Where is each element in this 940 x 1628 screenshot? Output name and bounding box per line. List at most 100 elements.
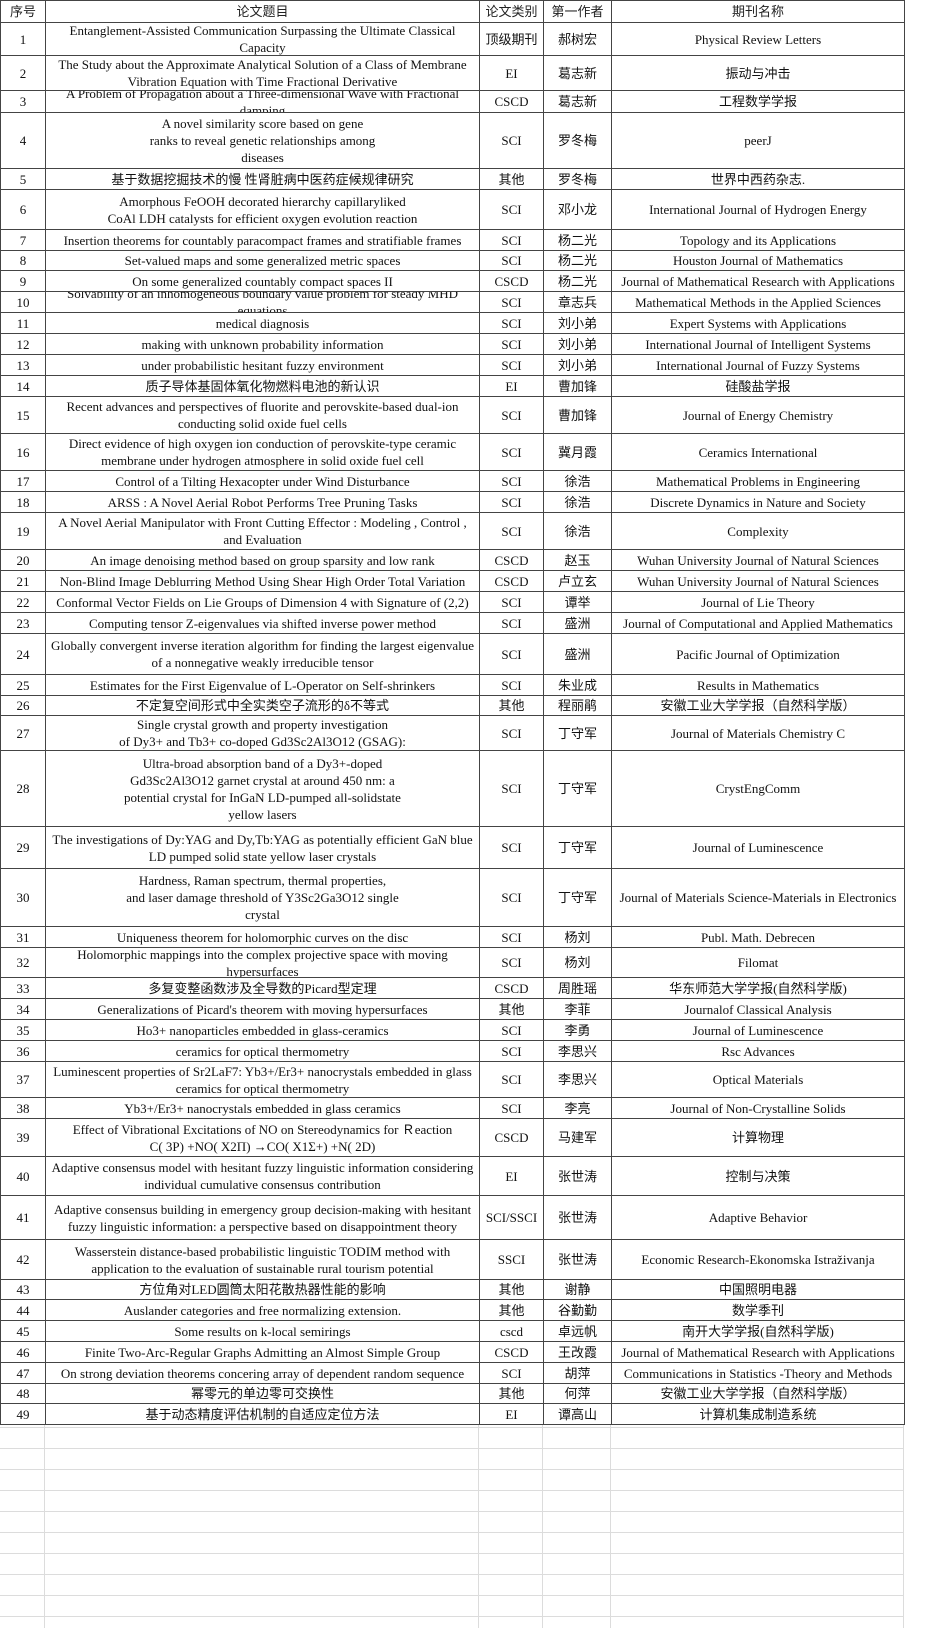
journal-name: 数学季刊: [611, 1299, 905, 1321]
paper-category: SCI: [479, 333, 544, 355]
journal-name: Wuhan University Journal of Natural Scie…: [611, 549, 905, 571]
paper-category: CSCD: [479, 1118, 544, 1157]
table-row: 29 The investigations of Dy:YAG and Dy,Tb…: [0, 826, 905, 869]
serial-number: 49: [0, 1403, 46, 1425]
first-author: 丁守军: [543, 826, 612, 869]
table-row: 34 Generalizations of Picard's theorem wi…: [0, 998, 905, 1020]
serial-number: 16: [0, 433, 46, 471]
first-author: 马建军: [543, 1118, 612, 1157]
table-row: 39 Effect of Vibrational Excitations of N…: [0, 1118, 905, 1157]
first-author: 丁守军: [543, 868, 612, 927]
paper-category: SSCI: [479, 1239, 544, 1280]
journal-name: Journal of Mathematical Research with Ap…: [611, 1341, 905, 1363]
first-author: 盛洲: [543, 612, 612, 634]
table-row: 12 making with unknown probability inform…: [0, 333, 905, 355]
first-author: 罗冬梅: [543, 168, 612, 190]
serial-number: 3: [0, 90, 46, 113]
serial-number: 12: [0, 333, 46, 355]
journal-name: Optical Materials: [611, 1061, 905, 1098]
first-author: 徐浩: [543, 491, 612, 513]
serial-number: 48: [0, 1383, 46, 1404]
serial-number: 45: [0, 1320, 46, 1342]
journal-name: Journal of Mathematical Research with Ap…: [611, 270, 905, 292]
serial-number: 34: [0, 998, 46, 1020]
journal-name: 计算机集成制造系统: [611, 1403, 905, 1425]
first-author: 邓小龙: [543, 189, 612, 230]
first-author: 李菲: [543, 998, 612, 1020]
first-author: 丁守军: [543, 750, 612, 827]
table-row: 5 基于数据挖掘技术的慢 性肾脏病中医药症候规律研究 其他 罗冬梅 世界中西药杂志.: [0, 168, 905, 190]
first-author: 李思兴: [543, 1040, 612, 1062]
journal-name: Journal of Energy Chemistry: [611, 396, 905, 434]
first-author: 谭高山: [543, 1403, 612, 1425]
first-author: 王改霞: [543, 1341, 612, 1363]
journal-name: Pacific Journal of Optimization: [611, 633, 905, 675]
journal-name: Journal of Luminescence: [611, 826, 905, 869]
paper-title: making with unknown probability informat…: [45, 333, 480, 355]
first-author: 曹加锋: [543, 375, 612, 397]
paper-table: 序号 论文题目 论文类别 第一作者 期刊名称 1 Entanglement-Assisted…: [0, 0, 905, 1425]
paper-title: Set-valued maps and some generalized met…: [45, 250, 480, 271]
journal-name: 控制与决策: [611, 1156, 905, 1196]
journal-name: 安徽工业大学学报（自然科学版）: [611, 695, 905, 716]
journal-name: Journal of Luminescence: [611, 1019, 905, 1041]
first-author: 张世涛: [543, 1239, 612, 1280]
paper-title: Finite Two-Arc-Regular Graphs Admitting …: [45, 1341, 480, 1363]
paper-category: EI: [479, 375, 544, 397]
paper-category: SCI: [479, 189, 544, 230]
first-author: 刘小弟: [543, 354, 612, 376]
first-author: 李勇: [543, 1019, 612, 1041]
table-row: 36 ceramics for optical thermometry SCI 李思兴…: [0, 1040, 905, 1062]
paper-title: 质子导体基固体氧化物燃料电池的新认识: [45, 375, 480, 397]
first-author: 何萍: [543, 1383, 612, 1404]
first-author: 周胜瑶: [543, 977, 612, 999]
table-row: 25 Estimates for the First Eigenvalue of …: [0, 674, 905, 696]
serial-number: 13: [0, 354, 46, 376]
journal-name: Economic Research-Ekonomska Istraživanja: [611, 1239, 905, 1280]
paper-title: A Problem of Propagation about a Three-d…: [45, 90, 480, 113]
first-author: 谭举: [543, 591, 612, 613]
paper-title: 幂零元的单边零可交换性: [45, 1383, 480, 1404]
paper-title: An image denoising method based on group…: [45, 549, 480, 571]
paper-category: SCI: [479, 612, 544, 634]
paper-title: 基于数据挖掘技术的慢 性肾脏病中医药症候规律研究: [45, 168, 480, 190]
journal-name: 华东师范大学学报(自然科学版): [611, 977, 905, 999]
paper-title: Entanglement-Assisted Communication Surp…: [45, 22, 480, 56]
serial-number: 41: [0, 1195, 46, 1240]
serial-number: 33: [0, 977, 46, 999]
first-author: 李亮: [543, 1097, 612, 1119]
paper-category: EI: [479, 1403, 544, 1425]
header-cell: 论文类别: [479, 0, 544, 23]
paper-title: On strong deviation theorems concering a…: [45, 1362, 480, 1384]
table-row: 19 A Novel Aerial Manipulator with Front …: [0, 512, 905, 550]
table-row: 42 Wasserstein distance-based probabilist…: [0, 1239, 905, 1280]
paper-category: 其他: [479, 1279, 544, 1300]
table-row: 46 Finite Two-Arc-Regular Graphs Admittin…: [0, 1341, 905, 1363]
table-row: 1 Entanglement-Assisted Communication Sur…: [0, 22, 905, 56]
paper-title: A novel similarity score based on gene r…: [45, 112, 480, 169]
serial-number: 46: [0, 1341, 46, 1363]
table-row: 26 不定复空间形式中全实类空子流形的δ不等式 其他 程丽鹃 安徽工业大学学报（自然科学…: [0, 695, 905, 716]
first-author: 郝树宏: [543, 22, 612, 56]
paper-category: CSCD: [479, 977, 544, 999]
table-row: 30 Hardness, Raman spectrum, thermal prop…: [0, 868, 905, 927]
table-row: 15 Recent advances and perspectives of fl…: [0, 396, 905, 434]
paper-title: 基于动态精度评估机制的自适应定位方法: [45, 1403, 480, 1425]
paper-category: SCI: [479, 470, 544, 492]
paper-title: medical diagnosis: [45, 312, 480, 334]
paper-title: A Novel Aerial Manipulator with Front Cu…: [45, 512, 480, 550]
table-row: 8 Set-valued maps and some generalized me…: [0, 250, 905, 271]
journal-name: 安徽工业大学学报（自然科学版）: [611, 1383, 905, 1404]
paper-title: Auslander categories and free normalizin…: [45, 1299, 480, 1321]
journal-name: Wuhan University Journal of Natural Scie…: [611, 570, 905, 592]
serial-number: 4: [0, 112, 46, 169]
serial-number: 38: [0, 1097, 46, 1119]
journal-name: peerJ: [611, 112, 905, 169]
paper-title: ceramics for optical thermometry: [45, 1040, 480, 1062]
journal-name: Complexity: [611, 512, 905, 550]
journal-name: Journal of Non-Crystalline Solids: [611, 1097, 905, 1119]
paper-title: Holomorphic mappings into the complex pr…: [45, 947, 480, 978]
serial-number: 47: [0, 1362, 46, 1384]
paper-category: SCI: [479, 926, 544, 948]
serial-number: 10: [0, 291, 46, 313]
